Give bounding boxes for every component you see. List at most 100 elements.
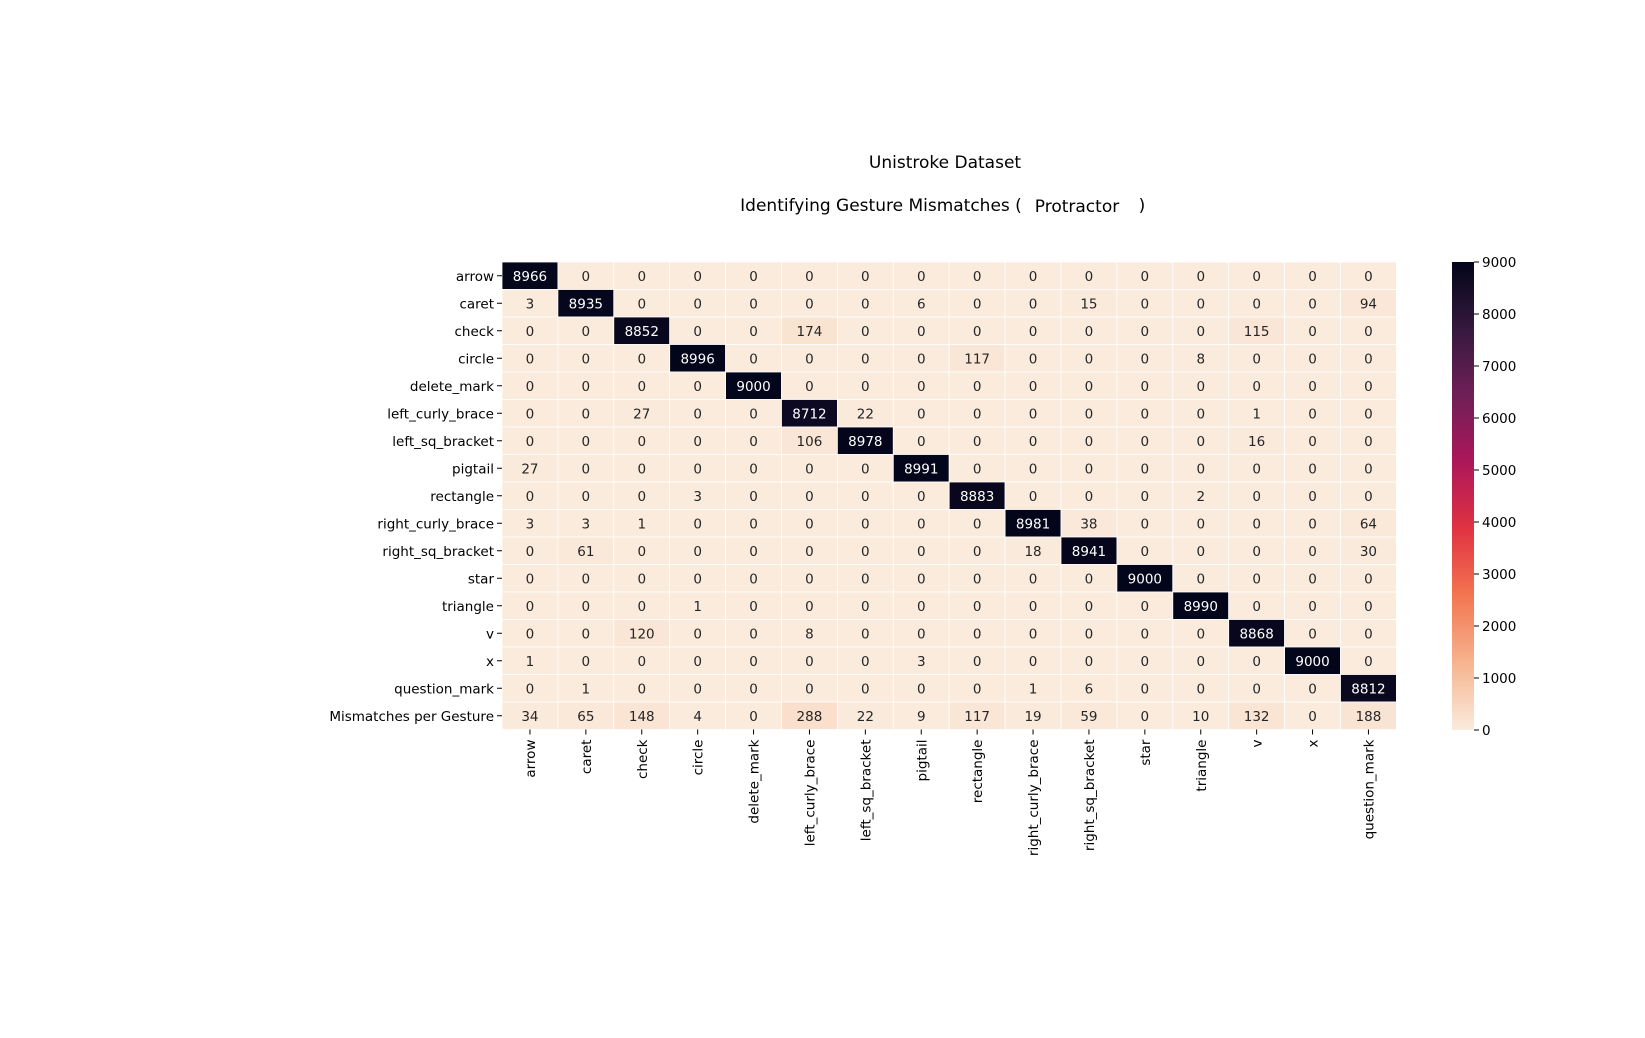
cell-value-label: 188	[1356, 709, 1382, 725]
heatmap-cell	[1284, 481, 1341, 510]
cell-value-label: 8	[805, 626, 814, 642]
heatmap-cell	[1116, 454, 1174, 483]
heatmap-cell	[501, 454, 559, 483]
heatmap-cell	[1116, 289, 1174, 318]
heatmap-cell	[613, 454, 671, 483]
cell-value-label: 0	[1308, 296, 1317, 312]
heatmap-cell	[1004, 316, 1062, 345]
cell-value-label: 3	[526, 296, 535, 312]
heatmap-cell	[892, 536, 950, 565]
y-tick-label: triangle	[442, 599, 494, 615]
cell-value-label: 0	[1308, 626, 1317, 642]
heatmap-cell	[948, 426, 1006, 455]
y-tick-label: caret	[459, 296, 494, 312]
cell-value-label: 0	[526, 571, 535, 587]
x-tick-label: right_curly_brace	[1026, 740, 1042, 857]
heatmap-cell	[1340, 399, 1397, 428]
cell-value-label: 174	[797, 324, 823, 340]
heatmap-cell	[1340, 261, 1397, 290]
cell-value-label: 0	[749, 269, 758, 285]
cell-value-label: 0	[693, 269, 702, 285]
cell-value-label: 0	[1141, 351, 1150, 367]
cell-value-label: 0	[1364, 324, 1373, 340]
heatmap-cell	[1004, 701, 1062, 730]
cell-value-label: 0	[749, 406, 758, 422]
heatmap-cell	[557, 344, 615, 373]
cell-value-label: 0	[1252, 571, 1261, 587]
colorbar-tick-label: 3000	[1482, 567, 1516, 583]
cell-value-label: 3	[582, 516, 591, 532]
heatmap-cell	[1116, 509, 1174, 538]
cell-value-label: 0	[1252, 269, 1261, 285]
y-tick-label: rectangle	[430, 489, 494, 505]
heatmap-cell	[1172, 564, 1230, 593]
cell-value-label: 0	[861, 516, 870, 532]
cell-value-label: 0	[582, 654, 591, 670]
cell-value-label: 0	[805, 654, 814, 670]
cell-value-label: 0	[861, 571, 870, 587]
heatmap-cell	[613, 371, 671, 400]
colorbar-tick-label: 9000	[1482, 255, 1516, 271]
cell-value-label: 0	[973, 626, 982, 642]
x-tick-label: check	[635, 739, 651, 779]
heatmap-cell	[613, 536, 671, 565]
cell-value-label: 8883	[960, 489, 994, 505]
cell-value-label: 0	[693, 434, 702, 450]
cell-value-label: 0	[749, 434, 758, 450]
row-labels: arrow caret check circle delete_mark left_cur…	[329, 269, 502, 725]
heatmap-cell	[1060, 674, 1118, 703]
cell-value-label: 0	[582, 461, 591, 477]
heatmap-cell	[557, 536, 615, 565]
cell-value-label: 0	[1029, 599, 1038, 615]
cell-value-label: 0	[1252, 599, 1261, 615]
heatmap-cell	[781, 674, 838, 703]
cell-value-label: 8978	[848, 434, 882, 450]
cell-value-label: 0	[1196, 516, 1205, 532]
heatmap-cell	[1340, 674, 1397, 703]
heatmap-cell	[781, 619, 838, 648]
heatmap-cell	[1004, 454, 1062, 483]
cell-value-label: 8991	[904, 461, 938, 477]
heatmap-cell	[557, 701, 615, 730]
cell-value-label: 0	[637, 351, 646, 367]
cell-value-label: 0	[637, 461, 646, 477]
cell-value-label: 0	[526, 406, 535, 422]
heatmap-cell	[1004, 481, 1062, 510]
x-tick-label: right_sq_bracket	[1082, 740, 1098, 852]
heatmap-cell	[781, 371, 838, 400]
cell-value-label: 132	[1244, 709, 1270, 725]
cell-value-label: 0	[526, 351, 535, 367]
cell-value-label: 0	[1196, 626, 1205, 642]
heatmap-cell	[892, 316, 950, 345]
cell-value-label: 0	[917, 516, 926, 532]
heatmap-cell	[1060, 371, 1118, 400]
cell-value-label: 0	[693, 324, 702, 340]
heatmap-cell	[501, 481, 559, 510]
heatmap-cell	[725, 316, 782, 345]
heatmap-cell	[781, 536, 838, 565]
cell-value-label: 19	[1024, 709, 1041, 725]
cell-value-label: 0	[637, 544, 646, 560]
heatmap-cell	[1004, 591, 1062, 620]
heatmap-cell	[837, 674, 894, 703]
heatmap-cell	[892, 619, 950, 648]
cell-value-label: 0	[1196, 461, 1205, 477]
heatmap-cell	[669, 646, 727, 675]
cell-value-label: 0	[1196, 406, 1205, 422]
heatmap-cell	[1228, 591, 1285, 620]
cell-value-label: 0	[1252, 351, 1261, 367]
heatmap-cell	[557, 564, 615, 593]
cell-value-label: 0	[1085, 654, 1094, 670]
cell-value-label: 0	[582, 351, 591, 367]
cell-value-label: 0	[917, 434, 926, 450]
heatmap-cell	[613, 481, 671, 510]
cell-value-label: 0	[749, 351, 758, 367]
cell-value-label: 0	[1252, 379, 1261, 395]
cell-value-label: 0	[1085, 351, 1094, 367]
heatmap-cell	[669, 316, 727, 345]
cell-value-label: 0	[1085, 571, 1094, 587]
cell-value-label: 106	[797, 434, 823, 450]
cell-value-label: 0	[582, 379, 591, 395]
colorbar-tick-label: 8000	[1482, 307, 1516, 323]
cell-value-label: 0	[917, 324, 926, 340]
